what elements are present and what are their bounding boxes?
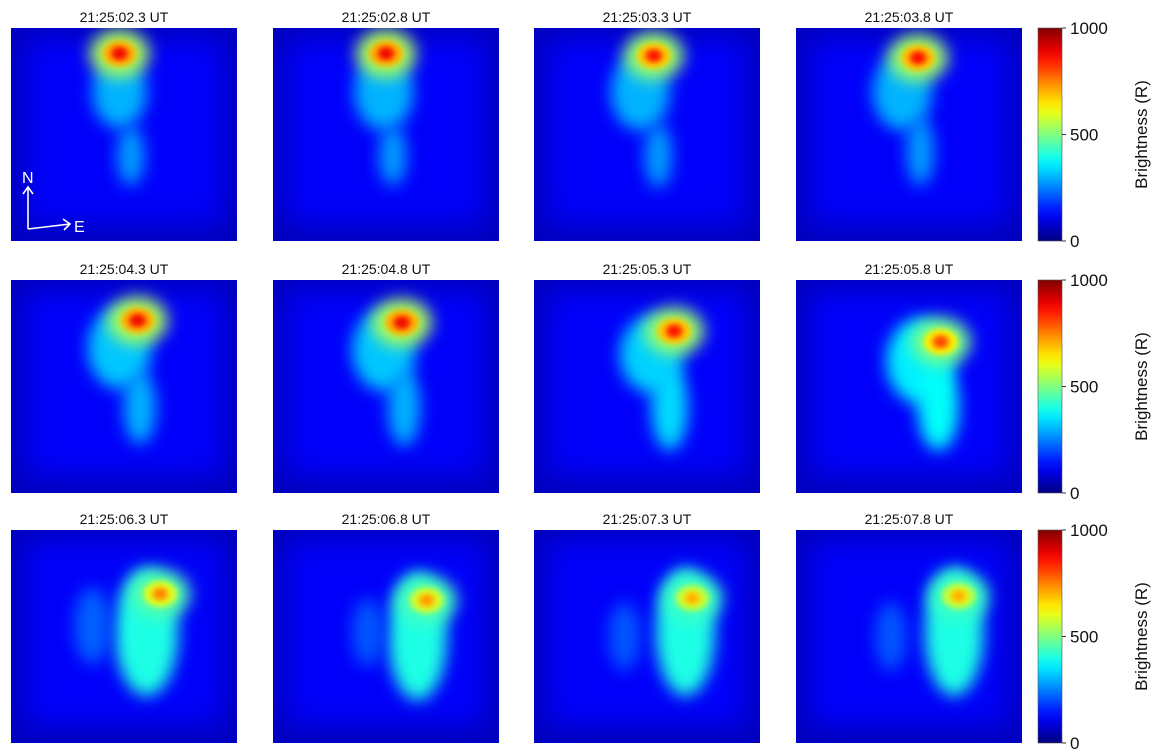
panel-5: 21:25:04.3 UT: [11, 261, 237, 493]
brightness-peak: [669, 327, 680, 336]
panel-timestamp: 21:25:06.8 UT: [342, 511, 431, 527]
emission-feature: [918, 365, 959, 451]
colorbar-tick-label: 500: [1070, 126, 1098, 145]
panel-7: 21:25:05.3 UT: [534, 261, 760, 493]
brightness-peak: [132, 316, 143, 325]
brightness-peak: [935, 337, 946, 346]
panel-9: 21:25:06.3 UT: [11, 511, 237, 743]
panel-timestamp: 21:25:04.3 UT: [80, 261, 169, 277]
emission-feature: [651, 365, 688, 451]
panel-11: 21:25:07.3 UT: [534, 511, 760, 743]
emission-feature: [124, 371, 156, 445]
east-arrowhead: [62, 218, 72, 231]
panel-10: 21:25:06.8 UT: [273, 511, 499, 743]
brightness-peak: [114, 49, 125, 58]
colorbar-tick-label: 0: [1070, 232, 1079, 251]
colorbar-label: Brightness (R): [1132, 582, 1151, 691]
panel-grid: 21:25:02.3 UT 21:25:02.8 UT 21:25:03.3 UT 2…: [11, 9, 1022, 743]
emission-feature: [388, 369, 420, 447]
panel-3: 21:25:03.3 UT: [534, 9, 760, 241]
emission-feature: [608, 602, 641, 671]
colorbar-tick-label: 1000: [1070, 271, 1108, 290]
north-label: N: [22, 170, 34, 187]
brightness-peak: [953, 592, 964, 601]
panel-timestamp: 21:25:05.3 UT: [603, 261, 692, 277]
colorbar-gradient: [1037, 279, 1063, 494]
panel-timestamp: 21:25:06.3 UT: [80, 511, 169, 527]
panel-1: 21:25:02.3 UT: [11, 9, 237, 241]
colorbar-label: Brightness (R): [1132, 332, 1151, 441]
panel-timestamp: 21:25:07.8 UT: [865, 511, 954, 527]
colorbar-2: 0 500 1000 Brightness (R): [1037, 271, 1151, 503]
emission-feature: [117, 125, 145, 186]
east-label: E: [74, 219, 85, 236]
emission-feature: [906, 117, 934, 186]
colorbar-tick-label: 1000: [1070, 19, 1108, 38]
emission-feature: [352, 598, 384, 667]
colorbar-1: 0 500 1000 Brightness (R): [1037, 19, 1151, 251]
emission-feature: [74, 587, 111, 665]
colorbar-label: Brightness (R): [1132, 80, 1151, 189]
panel-4: 21:25:03.8 UT: [796, 9, 1022, 241]
colorbar-gradient: [1037, 27, 1063, 242]
colorbar-tick-label: 500: [1070, 628, 1098, 647]
colorbar-tick-label: 1000: [1070, 521, 1108, 540]
brightness-peak: [381, 49, 391, 58]
emission-feature: [379, 125, 407, 186]
brightness-peak: [687, 594, 698, 603]
brightness-peak: [421, 596, 432, 605]
brightness-peak: [396, 318, 407, 327]
panel-timestamp: 21:25:03.8 UT: [865, 9, 954, 25]
panel-2: 21:25:02.8 UT: [273, 9, 499, 241]
east-arrow: [27, 223, 71, 230]
panel-timestamp: 21:25:07.3 UT: [603, 511, 692, 527]
panel-timestamp: 21:25:02.3 UT: [80, 9, 169, 25]
field-of-view-glow: [547, 540, 747, 726]
colorbar-gradient: [1037, 529, 1063, 744]
panel-8: 21:25:05.8 UT: [796, 261, 1022, 493]
colorbar-3: 0 500 1000 Brightness (R): [1037, 521, 1151, 753]
colorbar-tick-label: 500: [1070, 378, 1098, 397]
panel-6: 21:25:04.8 UT: [273, 261, 499, 493]
colorbar-tick-label: 0: [1070, 484, 1079, 503]
north-arrowhead: [22, 185, 34, 195]
panel-timestamp: 21:25:03.3 UT: [603, 9, 692, 25]
panel-timestamp: 21:25:02.8 UT: [342, 9, 431, 25]
brightness-peak: [913, 53, 924, 62]
panel-timestamp: 21:25:04.8 UT: [342, 261, 431, 277]
panel-12: 21:25:07.8 UT: [796, 511, 1022, 743]
brightness-peak: [155, 589, 166, 598]
panel-timestamp: 21:25:05.8 UT: [865, 261, 954, 277]
compass: NE: [22, 170, 85, 236]
colorbar-tick-label: 0: [1070, 734, 1079, 753]
emission-feature: [875, 602, 907, 671]
brightness-peak: [648, 51, 659, 60]
emission-feature: [644, 123, 672, 188]
field-of-view-glow: [286, 540, 486, 726]
colorbar-group: 0 500 1000 Brightness (R) 0 500 1000 Brightness…: [1037, 19, 1151, 753]
